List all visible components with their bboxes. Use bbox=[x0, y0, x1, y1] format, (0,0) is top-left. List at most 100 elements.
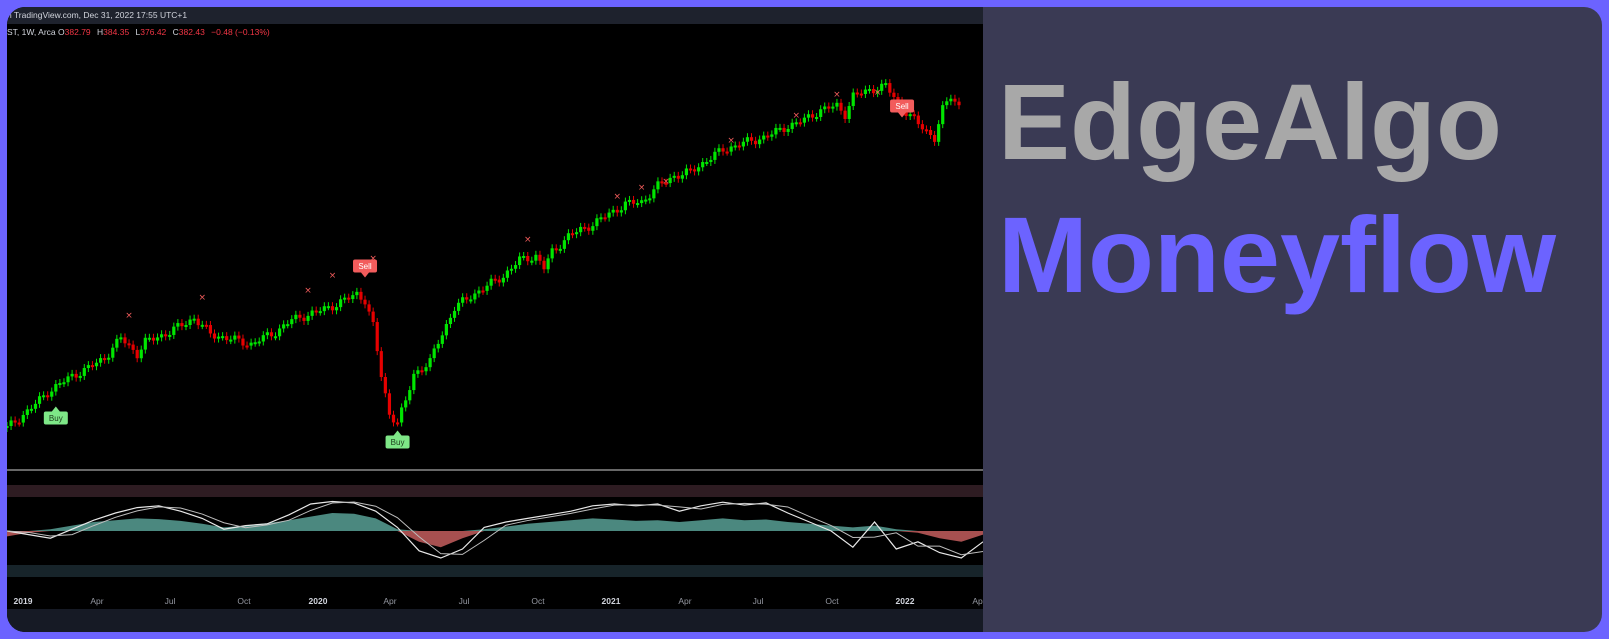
candle-body bbox=[880, 83, 884, 91]
candle-body bbox=[269, 332, 274, 337]
candle-body bbox=[290, 319, 294, 325]
candle-body bbox=[798, 122, 802, 125]
candle-body bbox=[237, 335, 241, 339]
candle-body bbox=[265, 332, 269, 336]
candle-body bbox=[518, 256, 522, 266]
exit-marker: × bbox=[874, 88, 882, 98]
candle-body bbox=[412, 373, 416, 391]
candle-body bbox=[737, 145, 741, 148]
candle-body bbox=[107, 357, 111, 360]
svg-text:Sell: Sell bbox=[895, 102, 909, 111]
candle-body bbox=[745, 137, 750, 142]
candle-body bbox=[766, 135, 770, 138]
candle-body bbox=[542, 260, 546, 270]
candle-body bbox=[863, 89, 868, 94]
candle-body bbox=[103, 358, 107, 361]
candle-body bbox=[611, 209, 615, 213]
time-axis-tick: Apr bbox=[90, 596, 103, 606]
exit-marker: × bbox=[792, 111, 800, 121]
candle-body bbox=[912, 114, 916, 117]
candle-body bbox=[58, 383, 62, 386]
candle-body bbox=[656, 181, 660, 190]
time-axis-tick: Jul bbox=[753, 596, 764, 606]
candle-body bbox=[444, 324, 448, 336]
candle-body bbox=[82, 368, 86, 376]
moneyflow-slow-line bbox=[7, 501, 983, 556]
candle-body bbox=[180, 323, 184, 327]
candle-body bbox=[424, 367, 428, 372]
exit-marker: × bbox=[833, 90, 841, 100]
candle-body bbox=[168, 334, 172, 337]
candle-body bbox=[631, 199, 636, 204]
open-value: 382.79 bbox=[64, 27, 91, 37]
candle-body bbox=[225, 336, 229, 341]
ohlc-legend: ST, 1W, Arca O382.79 H384.35 L376.42 C38… bbox=[7, 27, 270, 37]
exit-marker: × bbox=[199, 293, 207, 303]
candle-body bbox=[33, 403, 38, 409]
candle-body bbox=[640, 200, 644, 204]
candle-body bbox=[554, 248, 558, 251]
candle-body bbox=[534, 254, 538, 261]
candle-body bbox=[717, 148, 721, 152]
candle-body bbox=[941, 105, 945, 125]
candle-body bbox=[615, 209, 619, 213]
candle-body bbox=[245, 345, 249, 348]
time-axis: 2019 Apr Jul Oct 2020 Apr Jul Oct 2021 Apr Jul Oct 2… bbox=[7, 592, 983, 609]
candle-body bbox=[896, 97, 900, 101]
candle-body bbox=[758, 139, 762, 145]
candle-body bbox=[619, 210, 623, 213]
candle-body bbox=[448, 317, 453, 325]
exit-marker: × bbox=[304, 286, 312, 296]
chart-header-bar: n TradingView.com, Dec 31, 2022 17:55 UT… bbox=[7, 7, 983, 24]
high-value: 384.35 bbox=[103, 27, 130, 37]
chart-footer-strip bbox=[7, 609, 983, 632]
candle-body bbox=[802, 117, 807, 123]
candle-body bbox=[904, 110, 908, 116]
candle-body bbox=[843, 110, 847, 119]
flow-area-positive bbox=[7, 513, 983, 531]
candle-body bbox=[526, 255, 530, 262]
exit-marker: × bbox=[662, 177, 670, 187]
candle-body bbox=[355, 291, 359, 296]
candle-body bbox=[70, 373, 74, 377]
exit-marker: × bbox=[727, 136, 735, 146]
candle-body bbox=[391, 414, 396, 423]
low-label: L bbox=[135, 27, 141, 37]
candle-body bbox=[839, 102, 843, 111]
candle-body bbox=[465, 297, 469, 300]
candle-body bbox=[644, 199, 648, 202]
candle-body bbox=[216, 336, 221, 339]
candle-body bbox=[635, 203, 640, 206]
moneyflow-oscillator[interactable] bbox=[7, 485, 983, 585]
candle-body bbox=[74, 373, 78, 378]
brand-product: Moneyflow bbox=[998, 194, 1556, 315]
candle-body bbox=[90, 365, 95, 368]
candle-body bbox=[200, 324, 204, 327]
candle-body bbox=[721, 148, 725, 152]
candle-body bbox=[176, 323, 180, 327]
candle-body bbox=[172, 326, 176, 335]
candle-body bbox=[481, 290, 485, 293]
candle-body bbox=[884, 83, 888, 86]
candle-body bbox=[835, 102, 839, 107]
time-axis-tick: 2021 bbox=[602, 596, 621, 606]
candle-body bbox=[306, 315, 310, 321]
candle-body bbox=[558, 248, 562, 251]
candle-body bbox=[375, 322, 379, 352]
candle-body bbox=[501, 277, 505, 283]
candle-body bbox=[908, 114, 912, 117]
candle-body bbox=[672, 175, 676, 178]
candle-body bbox=[684, 168, 689, 176]
candle-body bbox=[436, 343, 440, 349]
candle-body bbox=[562, 240, 566, 249]
candle-body bbox=[920, 124, 924, 130]
exit-marker: × bbox=[125, 311, 133, 321]
candle-body bbox=[774, 127, 778, 135]
brand-panel: EdgeAlgo Moneyflow bbox=[983, 7, 1602, 632]
candle-body bbox=[680, 175, 684, 179]
candle-body bbox=[859, 93, 863, 96]
candle-body bbox=[497, 279, 501, 283]
candle-body bbox=[688, 168, 693, 171]
candle-body bbox=[17, 422, 21, 425]
